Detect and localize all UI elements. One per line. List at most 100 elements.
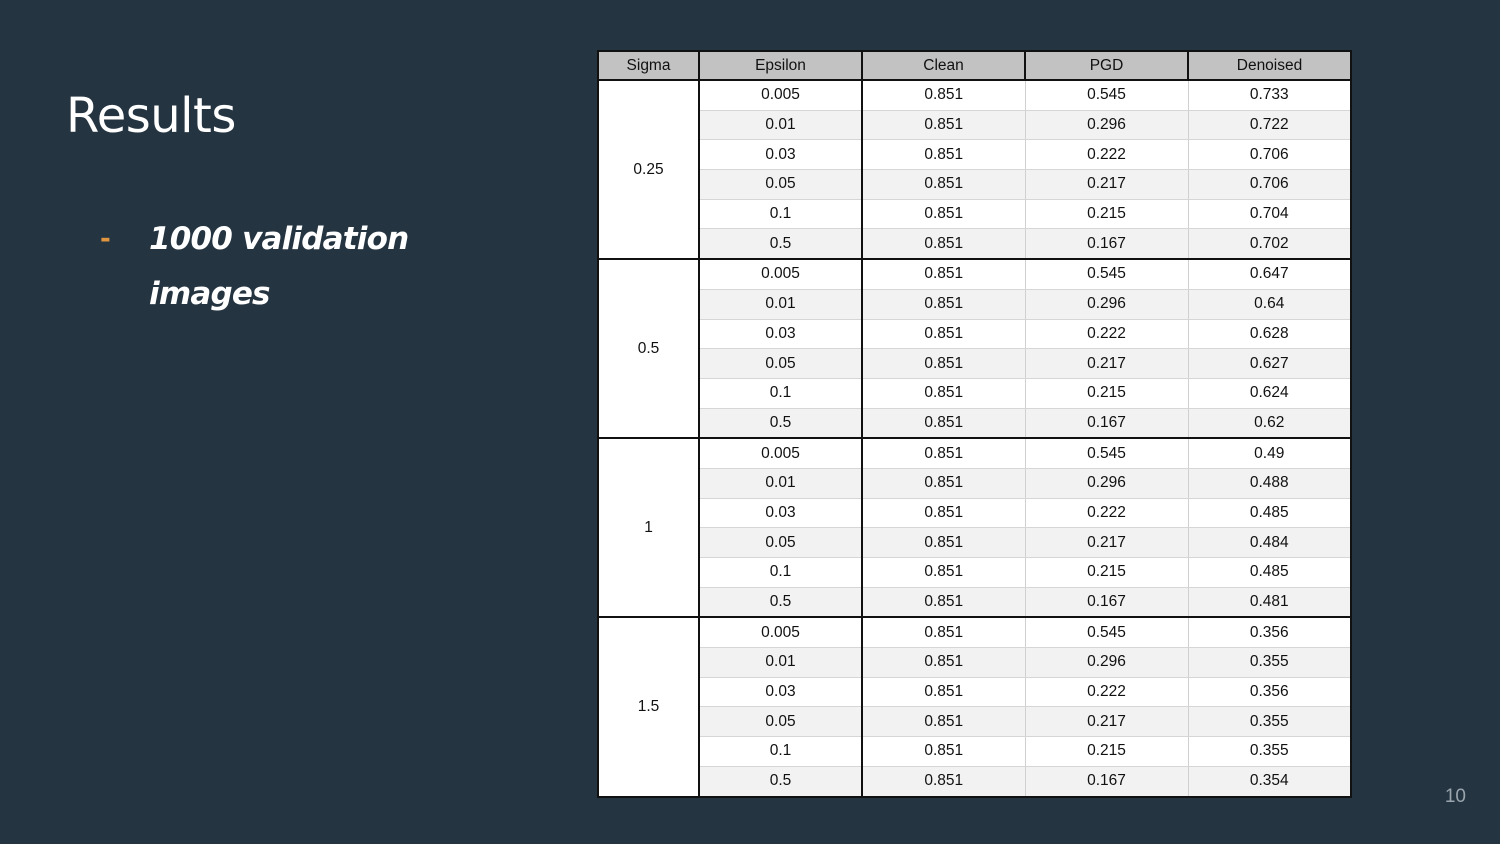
denoised-cell: 0.485: [1188, 498, 1352, 529]
header-clean: Clean: [861, 50, 1026, 81]
epsilon-cell: 0.03: [699, 677, 863, 708]
epsilon-cell: 0.05: [699, 348, 863, 379]
denoised-cell: 0.733: [1188, 80, 1352, 111]
table-row: 0.03 0.851 0.222 0.706: [598, 139, 1352, 171]
denoised-cell: 0.722: [1188, 110, 1352, 141]
table-row: 0.01 0.851 0.296 0.64: [598, 289, 1352, 320]
clean-cell: 0.851: [862, 80, 1026, 111]
epsilon-cell: 0.5: [699, 228, 863, 261]
epsilon-cell: 0.1: [699, 557, 863, 588]
clean-cell: 0.851: [862, 348, 1026, 379]
table-row: 0.1 0.851 0.215 0.624: [598, 378, 1352, 409]
table-row: 0.5 0.851 0.167 0.62: [598, 408, 1352, 440]
pgd-cell: 0.545: [1025, 617, 1189, 649]
bullet-marker: -: [100, 224, 111, 254]
clean-cell: 0.851: [862, 527, 1026, 558]
header-row: Sigma Epsilon Clean PGD Denoised: [597, 50, 1352, 81]
epsilon-cell: 0.03: [699, 498, 863, 529]
pgd-cell: 0.217: [1025, 706, 1189, 738]
clean-cell: 0.851: [862, 199, 1026, 230]
table-row: 1.5 0.005 0.851 0.545 0.356: [597, 616, 1352, 798]
denoised-cell: 0.628: [1188, 319, 1352, 350]
denoised-cell: 0.485: [1188, 557, 1352, 588]
header-pgd: PGD: [1024, 50, 1189, 81]
sigma-cell: 1.5: [597, 616, 700, 798]
epsilon-cell: 0.01: [699, 110, 863, 141]
pgd-cell: 0.545: [1025, 259, 1189, 290]
clean-cell: 0.851: [862, 647, 1026, 678]
epsilon-cell: 0.03: [699, 139, 863, 171]
pgd-cell: 0.545: [1025, 80, 1189, 111]
epsilon-cell: 0.1: [699, 736, 863, 767]
epsilon-cell: 0.1: [699, 199, 863, 230]
results-table: Sigma Epsilon Clean PGD Denoised 0.25 0.0…: [597, 50, 1352, 798]
header-epsilon: Epsilon: [698, 50, 863, 81]
clean-cell: 0.851: [862, 587, 1026, 619]
table-row: 0.03 0.851 0.222 0.356: [598, 677, 1352, 708]
header-sigma: Sigma: [597, 50, 700, 81]
clean-cell: 0.851: [862, 617, 1026, 649]
epsilon-cell: 0.05: [699, 706, 863, 738]
sigma-cell: 0.25: [597, 78, 700, 261]
denoised-cell: 0.62: [1188, 408, 1352, 440]
epsilon-cell: 0.005: [699, 80, 863, 111]
pgd-cell: 0.167: [1025, 408, 1189, 440]
denoised-cell: 0.627: [1188, 348, 1352, 379]
pgd-cell: 0.167: [1025, 228, 1189, 261]
table-row: 0.01 0.851 0.296 0.488: [598, 468, 1352, 499]
epsilon-cell: 0.005: [699, 259, 863, 290]
page-number: 10: [1444, 786, 1466, 807]
table-row: 0.1 0.851 0.215 0.704: [598, 199, 1352, 230]
bullet-text: 1000 validation images: [149, 221, 409, 312]
epsilon-cell: 0.005: [699, 438, 863, 469]
epsilon-cell: 0.01: [699, 647, 863, 678]
denoised-cell: 0.49: [1188, 438, 1352, 469]
clean-cell: 0.851: [862, 169, 1026, 200]
clean-cell: 0.851: [862, 557, 1026, 588]
pgd-cell: 0.215: [1025, 199, 1189, 230]
epsilon-cell: 0.005: [699, 617, 863, 649]
pgd-cell: 0.217: [1025, 527, 1189, 558]
epsilon-cell: 0.05: [699, 169, 863, 200]
denoised-cell: 0.355: [1188, 736, 1352, 767]
table-row: 0.5 0.851 0.167 0.702: [598, 228, 1352, 261]
epsilon-cell: 0.5: [699, 587, 863, 619]
table-row: 0.5 0.005 0.851 0.545 0.647: [597, 258, 1352, 440]
clean-cell: 0.851: [862, 498, 1026, 529]
denoised-cell: 0.355: [1188, 647, 1352, 678]
pgd-cell: 0.215: [1025, 736, 1189, 767]
clean-cell: 0.851: [862, 139, 1026, 171]
table-row: 0.1 0.851 0.215 0.485: [598, 557, 1352, 588]
sigma-cell: 1: [597, 437, 700, 619]
table-row: 0.5 0.851 0.167 0.481: [598, 587, 1352, 619]
table-row: 0.01 0.851 0.296 0.355: [598, 647, 1352, 678]
pgd-cell: 0.217: [1025, 348, 1189, 379]
pgd-cell: 0.222: [1025, 319, 1189, 350]
denoised-cell: 0.624: [1188, 378, 1352, 409]
pgd-cell: 0.222: [1025, 498, 1189, 529]
clean-cell: 0.851: [862, 438, 1026, 469]
denoised-cell: 0.702: [1188, 228, 1352, 261]
pgd-cell: 0.215: [1025, 378, 1189, 409]
epsilon-cell: 0.01: [699, 289, 863, 320]
pgd-cell: 0.217: [1025, 169, 1189, 200]
clean-cell: 0.851: [862, 766, 1026, 798]
pgd-cell: 0.167: [1025, 766, 1189, 798]
table-row: 0.01 0.851 0.296 0.722: [598, 110, 1352, 141]
header-denoised: Denoised: [1187, 50, 1352, 81]
pgd-cell: 0.215: [1025, 557, 1189, 588]
clean-cell: 0.851: [862, 736, 1026, 767]
table-row: 0.05 0.851 0.217 0.355: [598, 706, 1352, 738]
table-row: 0.03 0.851 0.222 0.485: [598, 498, 1352, 529]
denoised-cell: 0.706: [1188, 169, 1352, 200]
denoised-cell: 0.356: [1188, 617, 1352, 649]
pgd-cell: 0.296: [1025, 110, 1189, 141]
denoised-cell: 0.488: [1188, 468, 1352, 499]
table-row: 0.25 0.005 0.851 0.545 0.733: [597, 78, 1352, 261]
table-row: 0.05 0.851 0.217 0.484: [598, 527, 1352, 558]
denoised-cell: 0.356: [1188, 677, 1352, 708]
denoised-cell: 0.481: [1188, 587, 1352, 619]
clean-cell: 0.851: [862, 110, 1026, 141]
sigma-cell: 0.5: [597, 258, 700, 440]
denoised-cell: 0.354: [1188, 766, 1352, 798]
